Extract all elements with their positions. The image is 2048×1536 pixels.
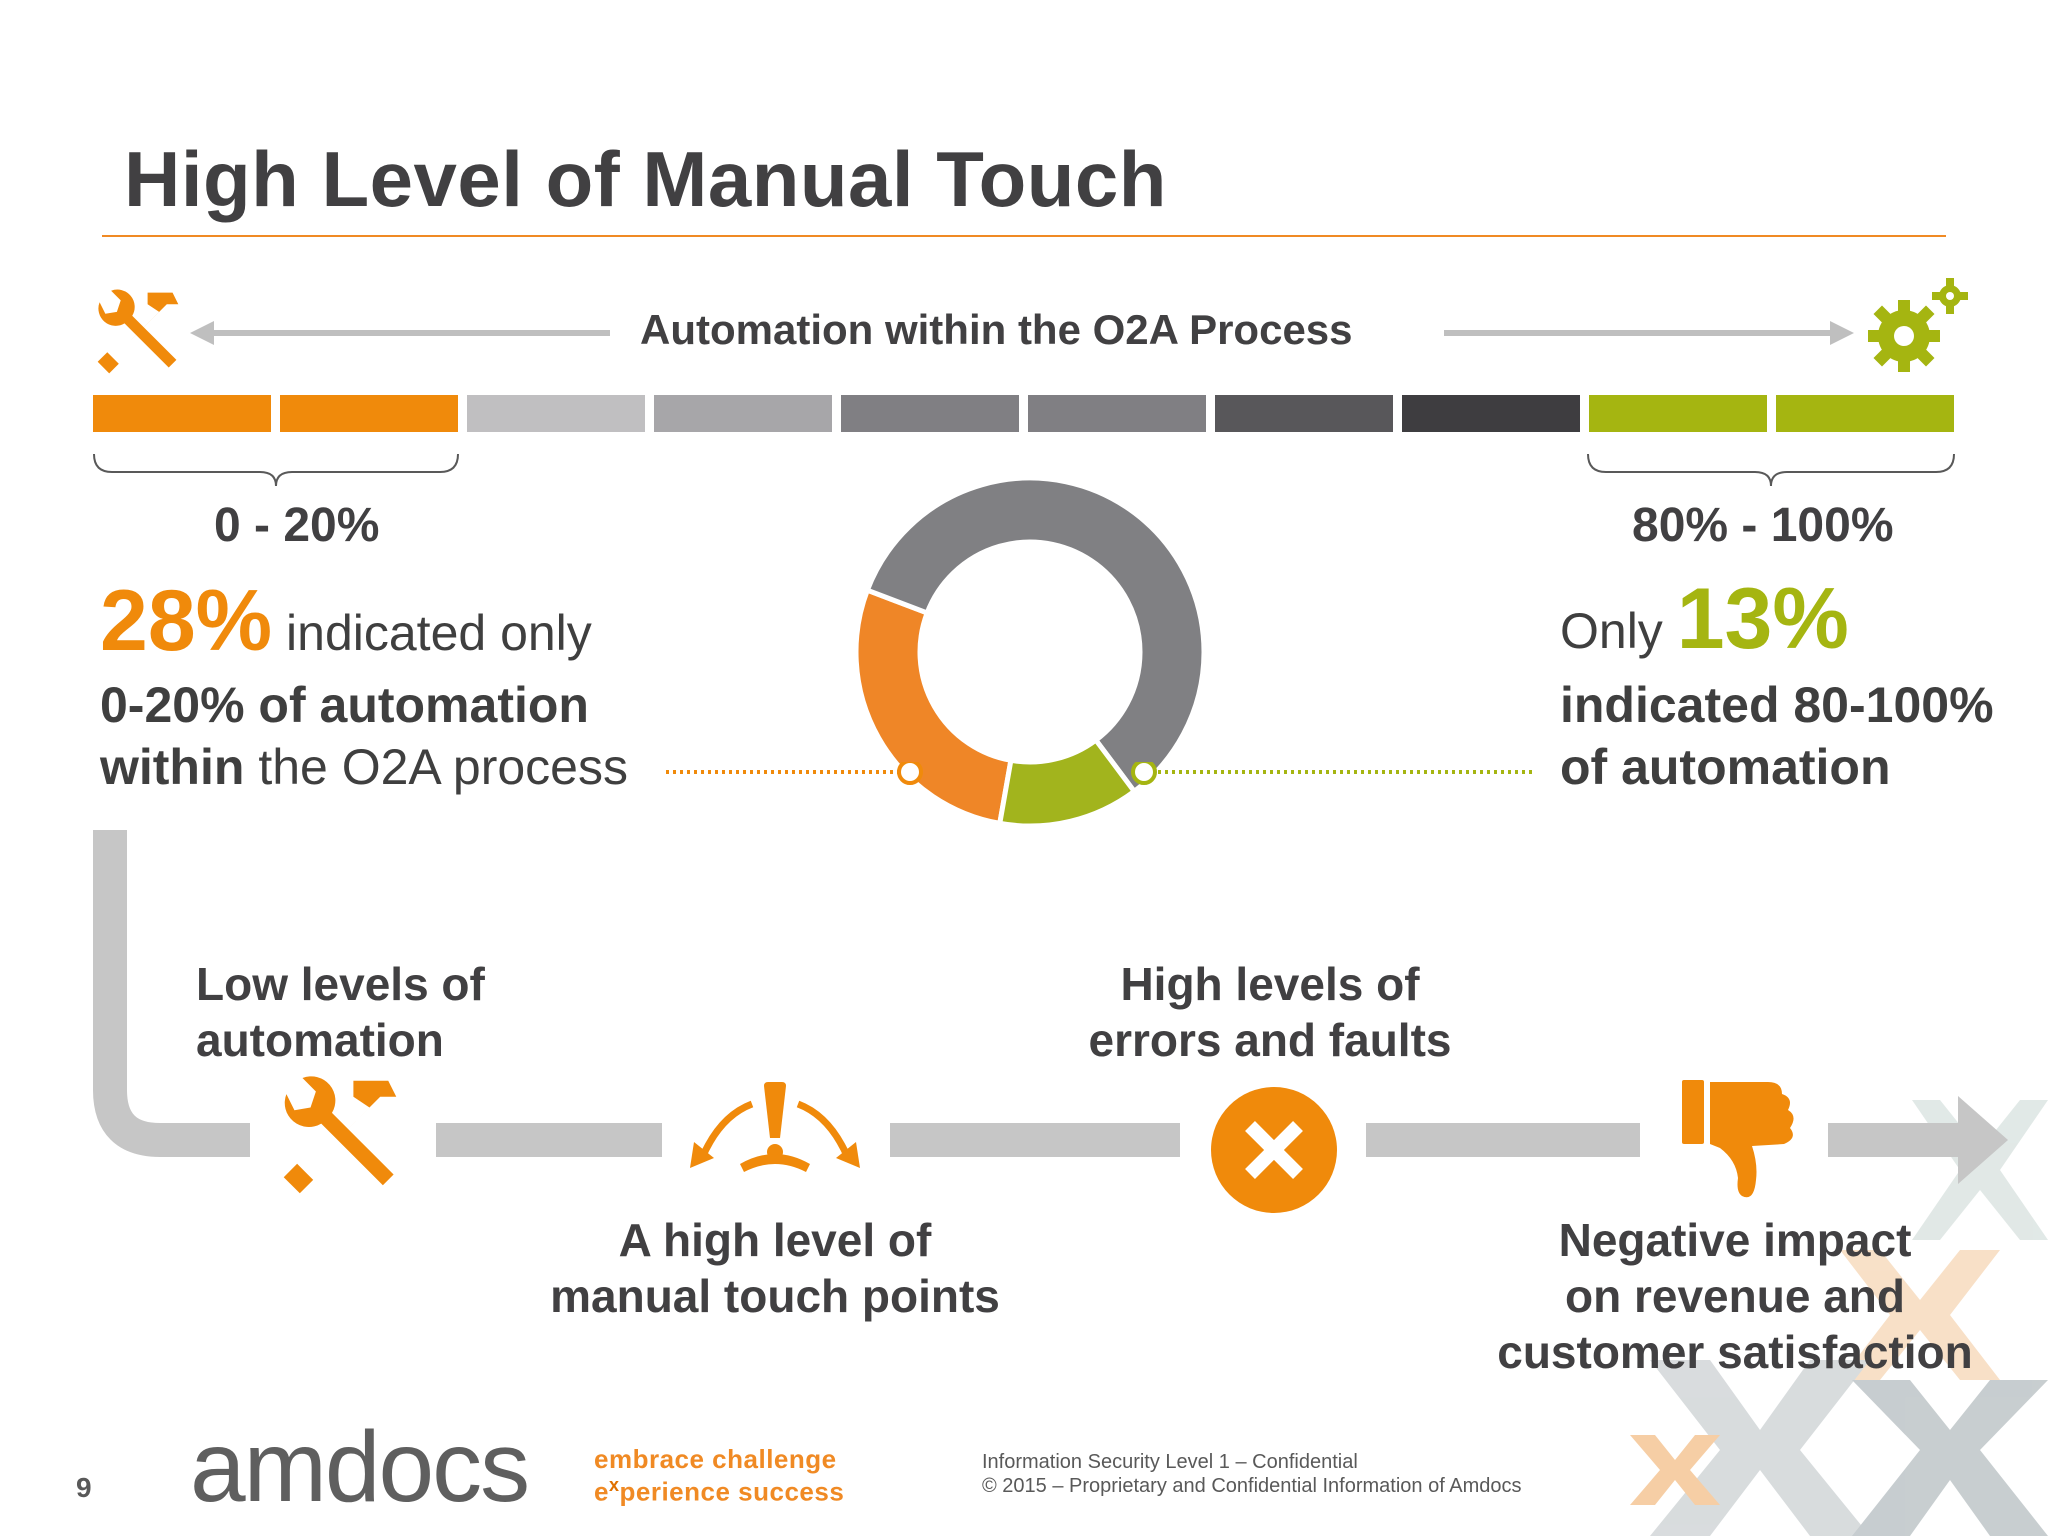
left-stat-line3-bold: within [100, 739, 245, 795]
connector-right [1131, 762, 1534, 785]
donut-slice-2 [864, 475, 1207, 795]
step4-line2: on revenue and [1565, 1270, 1905, 1322]
error-x-icon [1211, 1087, 1337, 1213]
tagline-line2: experience success [594, 1472, 844, 1505]
step2-line2: manual touch points [550, 1270, 1000, 1322]
title-underline [102, 235, 1946, 237]
left-stat-rest: indicated only [272, 605, 592, 661]
tagline-rest: perience success [619, 1476, 845, 1507]
slide-title: High Level of Manual Touch [124, 135, 1167, 223]
step3-line1: High levels of [1120, 958, 1420, 1010]
right-stat-line3: of automation [1560, 739, 1891, 795]
step2-line1: A high level of [618, 1214, 932, 1266]
confidential-line2: © 2015 – Proprietary and Confidential In… [982, 1475, 1522, 1497]
left-stat-line1: 28% indicated only [100, 572, 592, 671]
tagline-e: e [594, 1476, 609, 1507]
left-stat-line3: within the O2A process [100, 736, 628, 798]
tagline-line1: embrace challenge [594, 1444, 837, 1474]
scale-label: Automation within the O2A Process [640, 306, 1353, 353]
gears-icon [1868, 278, 1968, 372]
right-stat-line1: Only 13% [1560, 570, 1849, 669]
left-stat-value: 28% [100, 573, 273, 669]
tools-icon [283, 1076, 397, 1194]
process-flow-arrow [93, 830, 2008, 1184]
tagline-x: x [608, 1475, 620, 1495]
scale-segment-8 [1402, 395, 1580, 432]
step4-line1: Negative impact [1558, 1214, 1912, 1266]
donut-slice-3 [996, 736, 1138, 829]
step3-line2: errors and faults [1088, 1014, 1452, 1066]
range-low-label: 0 - 20% [214, 499, 380, 552]
tagline: embrace challenge experience success [594, 1446, 844, 1505]
scale-segment-4 [654, 395, 832, 432]
brace-high [1587, 453, 1955, 487]
scale-segment-1 [93, 395, 271, 432]
scale-segment-3 [467, 395, 645, 432]
donut-chart [853, 475, 1207, 829]
amdocs-logo: amdocs [190, 1411, 530, 1523]
step3-text: High levels of errors and faults [1030, 956, 1510, 1068]
step1-line2: automation [196, 1014, 444, 1066]
step1-text: Low levels of automation [196, 956, 485, 1068]
page-number: 9 [76, 1472, 92, 1503]
step2-text: A high level of manual touch points [500, 1212, 1050, 1324]
scale-arrow-left [190, 321, 610, 345]
left-stat-line2: 0-20% of automation [100, 677, 589, 733]
brace-low [93, 453, 459, 487]
range-high-label: 80% - 100% [1632, 499, 1894, 552]
step4-line3: customer satisfaction [1497, 1326, 1973, 1378]
scale-segment-5 [841, 395, 1019, 432]
scale-segment-6 [1028, 395, 1206, 432]
scale-segment-10 [1776, 395, 1954, 432]
scale-segment-7 [1215, 395, 1393, 432]
connector-left [666, 762, 923, 785]
joystick-icon [690, 1082, 860, 1172]
confidential-notice: Information Security Level 1 – Confident… [982, 1450, 1521, 1498]
tools-icon [97, 289, 179, 374]
right-stat-prefix: Only [1560, 603, 1677, 659]
left-stat-line3-rest: the O2A process [244, 739, 628, 795]
right-stat-line2: indicated 80-100% [1560, 677, 1994, 733]
scale-segment-9 [1589, 395, 1767, 432]
scale-segment-2 [280, 395, 458, 432]
thumbs-down-icon [1682, 1080, 1794, 1198]
step1-line1: Low levels of [196, 958, 485, 1010]
decorative-x-pattern [1630, 1100, 2048, 1536]
confidential-line1: Information Security Level 1 – Confident… [982, 1451, 1358, 1473]
step4-text: Negative impact on revenue and customer … [1450, 1212, 2020, 1380]
right-stat-value: 13% [1676, 571, 1849, 667]
scale-arrow-right [1444, 321, 1854, 345]
donut-slice-1 [853, 586, 1014, 827]
